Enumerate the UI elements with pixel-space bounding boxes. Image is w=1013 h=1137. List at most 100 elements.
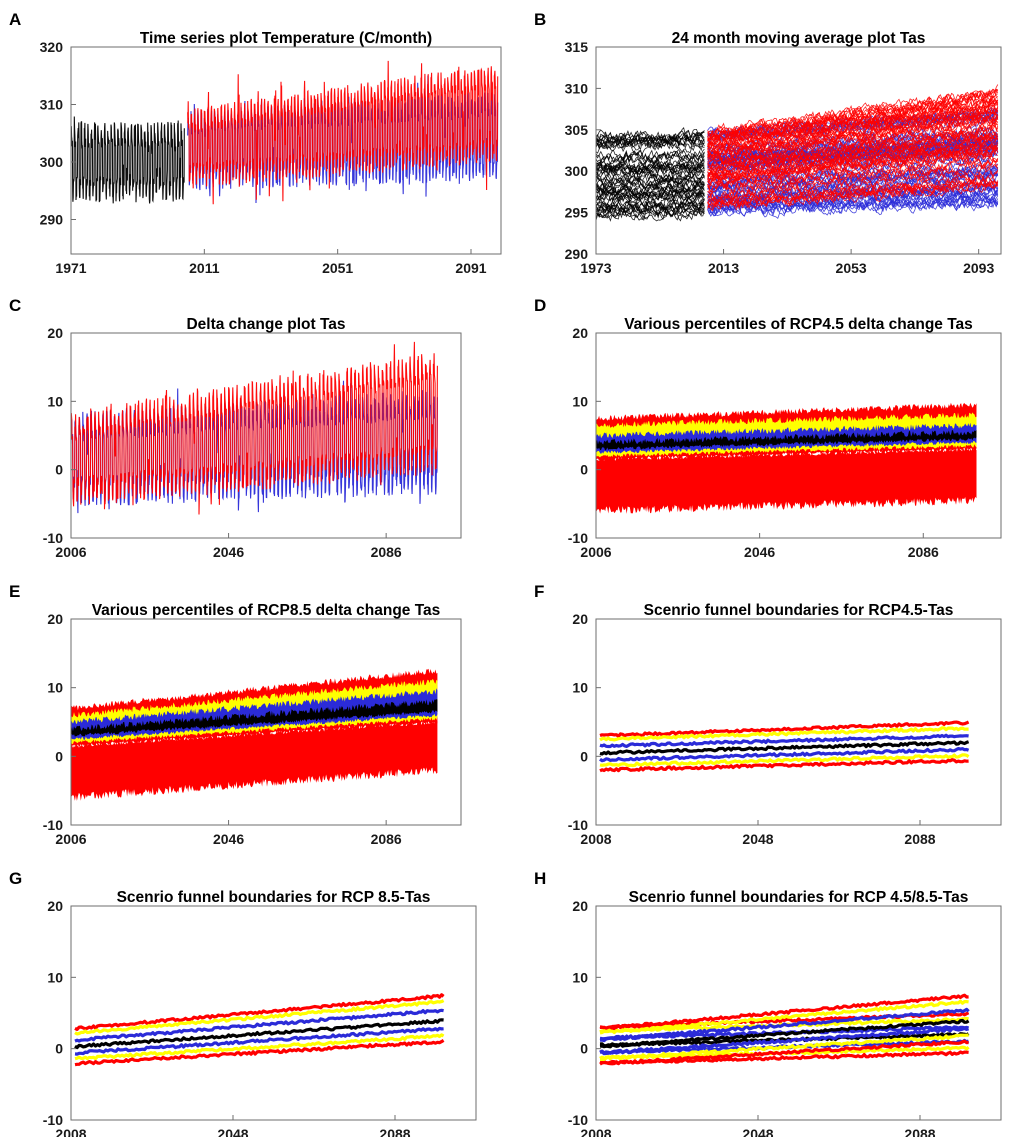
y-tick-label: 310 — [565, 80, 589, 96]
ensemble-member-red — [707, 176, 999, 211]
y-tick-label: -10 — [568, 817, 588, 833]
axes-frame — [70, 46, 502, 255]
y-tick-label: 0 — [55, 1041, 63, 1057]
ensemble-member-black — [596, 148, 705, 165]
funnel-line-yellow — [74, 1033, 445, 1061]
ensemble-member-black — [596, 139, 705, 157]
funnel-line-black — [599, 1018, 970, 1049]
ensemble-member-red — [707, 123, 999, 167]
ensemble-member-black — [596, 198, 705, 214]
series-line-rcp8-5 — [71, 341, 438, 515]
ensemble-member-blue — [707, 195, 998, 217]
funnel-line-blue — [599, 746, 970, 763]
panel-letter: F — [534, 582, 544, 601]
ensemble-member-red — [707, 106, 999, 155]
ensemble-member-red — [707, 88, 999, 141]
ensemble-member-black — [596, 205, 705, 220]
y-tick-label: 20 — [47, 611, 63, 627]
x-tick-label: 2091 — [455, 260, 486, 276]
plot-area — [596, 84, 999, 222]
ensemble-member-black — [596, 148, 705, 164]
y-tick-label: -10 — [568, 1112, 588, 1128]
ensemble-member-black — [596, 126, 705, 145]
chart-panel-d: D Various percentiles of RCP4.5 delta cha… — [534, 296, 1002, 560]
percentile-fill-red — [596, 447, 977, 514]
x-tick-label: 2086 — [371, 544, 402, 560]
ensemble-member-black — [596, 177, 705, 194]
x-tick-label: 2088 — [379, 1126, 410, 1137]
chart-panel-c: C Delta change plot Tas -10 0 10 20 2006 2046 20… — [9, 296, 462, 560]
y-tick-label: 0 — [55, 748, 63, 764]
percentile-fill-red — [71, 720, 438, 801]
ensemble-member-blue — [707, 166, 998, 192]
panel-letter: D — [534, 296, 546, 315]
x-tick-label: 2013 — [708, 260, 739, 276]
y-tick-label: 0 — [580, 462, 588, 478]
panel-letter: B — [534, 10, 546, 29]
chart-title: Scenrio funnel boundaries for RCP 8.5-Ta… — [117, 889, 431, 906]
x-tick-label: 2011 — [189, 260, 220, 276]
y-tick-label: 295 — [565, 205, 589, 221]
axes-frame — [595, 618, 1002, 826]
ensemble-member-red — [707, 150, 999, 190]
series-line-rcp4-5 — [71, 377, 438, 514]
ensemble-member-red — [707, 180, 999, 210]
percentile-band-black — [596, 430, 977, 451]
funnel-line-red — [599, 758, 969, 773]
chart-title: Time series plot Temperature (C/month) — [140, 30, 432, 47]
x-tick-label: 2046 — [744, 544, 775, 560]
funnel-line-black — [74, 1018, 444, 1050]
x-tick-label: 2051 — [322, 260, 353, 276]
y-tick-label: 20 — [572, 611, 588, 627]
ensemble-member-red — [707, 134, 999, 177]
x-tick-label: 2088 — [904, 1126, 935, 1137]
y-tick-label: 310 — [40, 97, 64, 113]
axes-frame — [70, 905, 477, 1121]
y-tick-label: -10 — [43, 530, 63, 546]
ensemble-member-blue — [707, 196, 999, 219]
x-tick-label: 1973 — [580, 260, 611, 276]
funnel-line-yellow — [74, 999, 445, 1036]
ensemble-member-red — [707, 88, 998, 138]
ensemble-member-black — [596, 157, 705, 171]
y-tick-label: 0 — [580, 748, 588, 764]
x-tick-label: 2006 — [55, 831, 86, 847]
ensemble-member-black — [596, 135, 705, 149]
y-tick-label: 10 — [47, 393, 63, 409]
ensemble-member-red — [707, 132, 999, 175]
chart-panel-g: G Scenrio funnel boundaries for RCP 8.5-T… — [9, 869, 477, 1137]
y-tick-label: -10 — [568, 530, 588, 546]
axes-frame — [70, 618, 462, 826]
chart-title: Scenrio funnel boundaries for RCP4.5-Tas — [644, 602, 954, 619]
ensemble-member-black — [596, 180, 705, 197]
funnel-line-yellow — [600, 1033, 969, 1062]
plot-area — [596, 402, 977, 514]
chart-title: Delta change plot Tas — [186, 316, 345, 333]
ensemble-member-black — [596, 129, 705, 146]
x-tick-label: 2008 — [580, 831, 611, 847]
ensemble-member-red — [707, 114, 999, 159]
chart-panel-f: F Scenrio funnel boundaries for RCP4.5-Ta… — [534, 582, 1002, 847]
ensemble-member-red — [707, 156, 999, 193]
y-tick-label: 10 — [572, 680, 588, 696]
chart-title: Various percentiles of RCP4.5 delta chan… — [624, 316, 973, 333]
axes-frame — [595, 46, 1002, 255]
y-tick-label: 10 — [572, 393, 588, 409]
funnel-line-blue — [74, 1008, 444, 1043]
axes-frame — [595, 905, 1002, 1121]
funnel-line-yellow — [599, 726, 969, 742]
y-tick-label: 290 — [565, 246, 589, 262]
x-tick-label: 2093 — [963, 260, 994, 276]
panel-letter: H — [534, 869, 546, 888]
ensemble-member-black — [596, 167, 705, 183]
y-tick-label: -10 — [43, 817, 63, 833]
y-tick-label: 10 — [47, 680, 63, 696]
x-tick-label: 2048 — [217, 1126, 248, 1137]
x-tick-label: 2088 — [904, 831, 935, 847]
x-tick-label: 2006 — [55, 544, 86, 560]
ensemble-member-black — [596, 189, 705, 203]
ensemble-member-red — [707, 170, 998, 205]
x-tick-label: 2086 — [371, 831, 402, 847]
funnel-line-red — [74, 1039, 445, 1067]
